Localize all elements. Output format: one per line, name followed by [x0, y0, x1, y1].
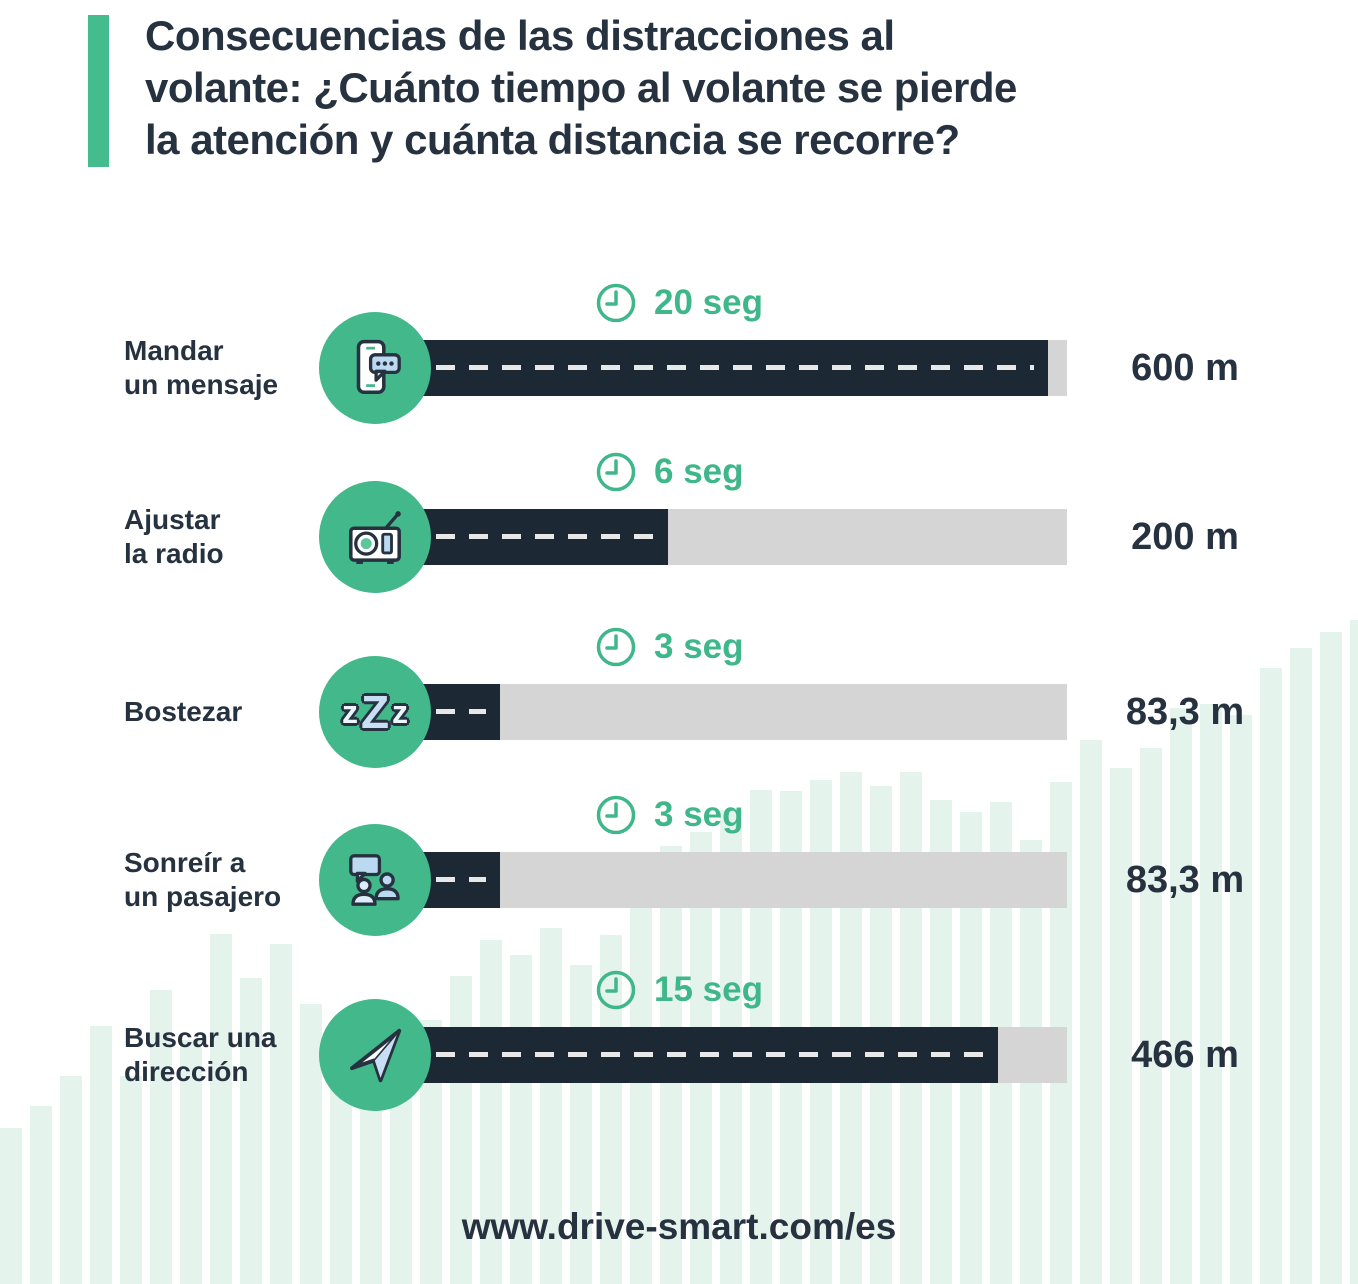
skyline-bar — [210, 934, 232, 1284]
time-value: 15 seg — [654, 970, 763, 1009]
skyline-bar — [150, 990, 172, 1284]
title-block: Consecuencias de las distracciones al vo… — [88, 10, 1265, 167]
distance-track — [378, 340, 1067, 396]
skyline-bar — [630, 905, 652, 1284]
clock-icon — [596, 795, 636, 835]
skyline-bar — [90, 1026, 112, 1284]
radio-glyph — [349, 511, 401, 564]
distance-track — [378, 509, 1067, 565]
passenger-smile-glyph — [349, 854, 400, 906]
distance-track — [378, 684, 1067, 740]
skyline-bar — [1290, 648, 1312, 1284]
time-badge: 3 seg — [594, 624, 744, 670]
distance-value: 83,3 m — [1125, 690, 1245, 733]
clock-icon — [596, 970, 636, 1010]
skyline-bar — [120, 1076, 142, 1284]
skyline-bar — [270, 944, 292, 1284]
radio-icon — [319, 481, 431, 593]
website-url: www.drive-smart.com/es — [461, 1206, 897, 1247]
skyline-bar — [600, 935, 622, 1284]
row-label: Ajustar la radio — [124, 504, 224, 569]
zzz-left: z — [341, 693, 358, 730]
time-badge: 20 seg — [594, 280, 763, 326]
distance-value: 200 m — [1131, 515, 1239, 558]
skyline-bar — [180, 1040, 202, 1284]
time-value: 6 seg — [654, 452, 744, 491]
clock-icon — [596, 452, 636, 492]
road-bar — [378, 340, 1048, 396]
skyline-bar — [1230, 715, 1252, 1284]
zzz-right: z — [392, 693, 409, 730]
distance-value: 600 m — [1131, 346, 1239, 389]
distance-track — [378, 852, 1067, 908]
skyline-bar — [1200, 704, 1222, 1284]
skyline-bar — [1320, 632, 1342, 1284]
skyline-bar — [300, 1004, 322, 1284]
skyline-bar — [1260, 668, 1282, 1284]
skyline-bar — [0, 1128, 22, 1284]
skyline-bar — [1080, 740, 1102, 1284]
phone-message-glyph — [356, 339, 401, 394]
skyline-bar — [1350, 620, 1358, 1284]
time-badge: 15 seg — [594, 967, 763, 1013]
phone-message-icon — [319, 312, 431, 424]
distance-value: 83,3 m — [1125, 858, 1245, 901]
navigation-arrow-glyph — [349, 1028, 402, 1083]
skyline-bar — [1170, 708, 1192, 1284]
time-value: 3 seg — [654, 795, 744, 834]
time-value: 3 seg — [654, 627, 744, 666]
skyline-bar — [1110, 768, 1132, 1284]
skyline-bar — [480, 940, 502, 1284]
skyline-bar — [30, 1106, 52, 1284]
distance-track — [378, 1027, 1067, 1083]
row-label: Mandar un mensaje — [124, 335, 279, 400]
time-badge: 3 seg — [594, 792, 744, 838]
skyline-bar — [420, 1020, 442, 1284]
road-bar — [378, 1027, 999, 1083]
passenger-smile-icon — [319, 824, 431, 936]
zzz-middle: Z — [360, 686, 390, 738]
row-label: Sonreír a un pasajero — [124, 847, 282, 912]
row-label: Bostezar — [124, 696, 243, 727]
navigation-arrow-icon — [319, 999, 431, 1111]
skyline-bar — [1140, 748, 1162, 1284]
time-badge: 6 seg — [594, 449, 744, 495]
skyline-bar — [540, 928, 562, 1284]
title-accent-bar — [88, 15, 109, 167]
clock-icon — [596, 627, 636, 667]
skyline-bar — [240, 978, 262, 1284]
clock-icon — [596, 283, 636, 323]
row-label: Buscar una dirección — [124, 1022, 277, 1087]
page-title: Consecuencias de las distracciones al vo… — [145, 12, 1017, 163]
skyline-bar — [60, 1076, 82, 1284]
time-value: 20 seg — [654, 283, 763, 322]
distance-value: 466 m — [1131, 1033, 1239, 1076]
